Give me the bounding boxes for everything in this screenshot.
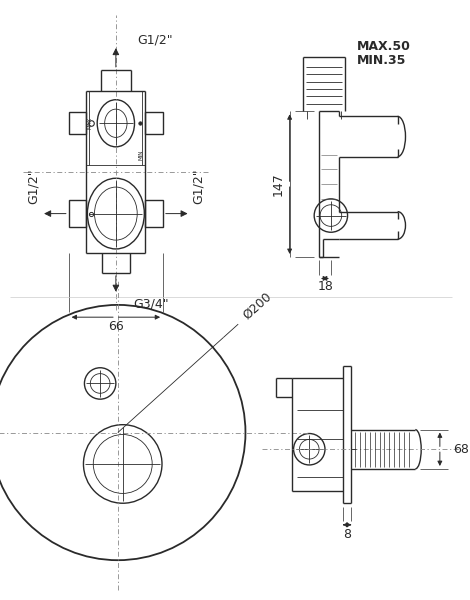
Text: MAX: MAX bbox=[88, 117, 93, 130]
Text: G1/2": G1/2" bbox=[192, 168, 205, 204]
Text: G3/4": G3/4" bbox=[133, 298, 169, 311]
Bar bbox=[69, 112, 86, 134]
Bar bbox=[145, 112, 163, 134]
Text: MAX.50: MAX.50 bbox=[356, 40, 410, 53]
Text: 147: 147 bbox=[271, 172, 284, 196]
Text: MIN: MIN bbox=[139, 149, 144, 160]
Text: 18: 18 bbox=[318, 280, 334, 293]
Text: G1/2": G1/2" bbox=[27, 168, 40, 204]
Bar bbox=[69, 200, 86, 227]
Text: MIN.35: MIN.35 bbox=[356, 55, 406, 67]
Text: G1/2": G1/2" bbox=[137, 34, 173, 47]
Text: 68: 68 bbox=[454, 443, 470, 456]
Bar bbox=[145, 200, 163, 227]
Text: 66: 66 bbox=[108, 320, 124, 332]
Text: Ø200: Ø200 bbox=[240, 290, 274, 322]
Text: 8: 8 bbox=[343, 528, 351, 541]
